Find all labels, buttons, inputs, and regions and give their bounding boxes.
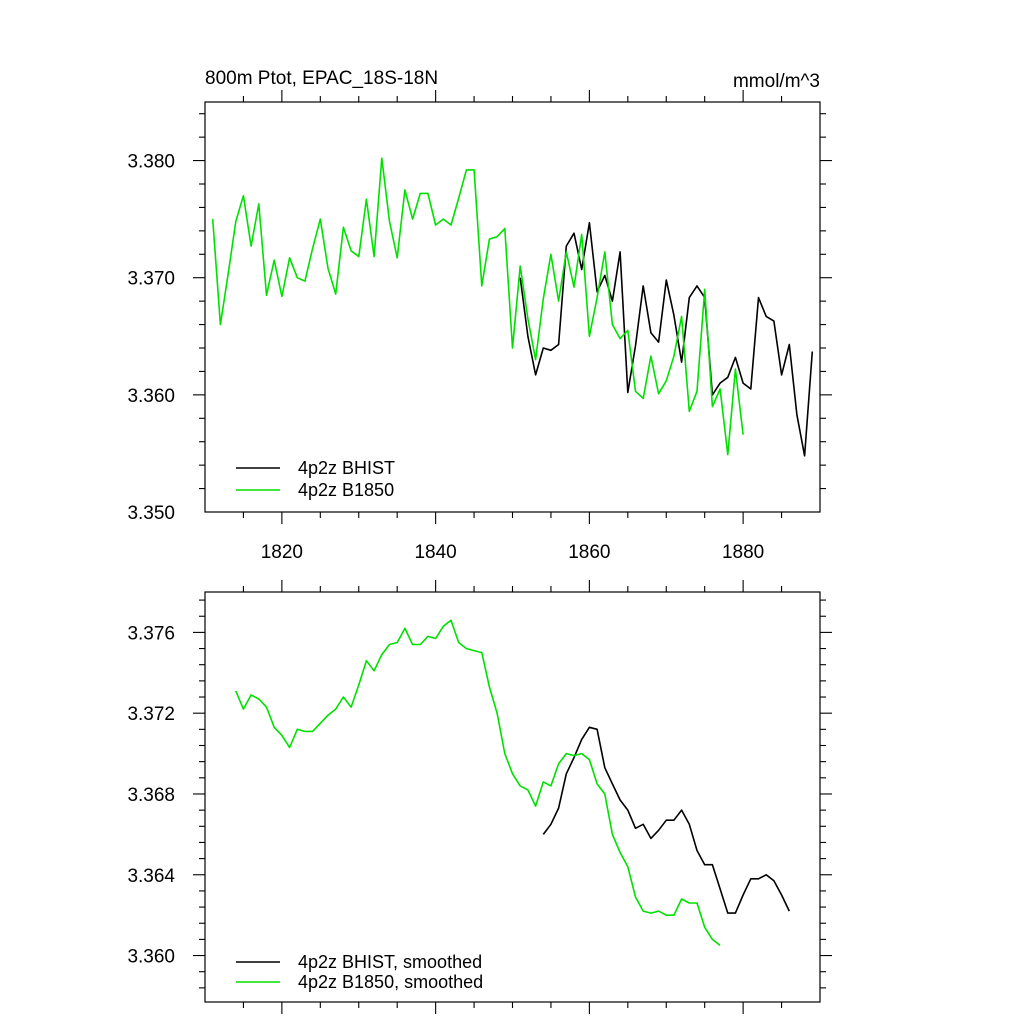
legend-label: 4p2z BHIST, smoothed [298,952,482,972]
series-line-4p2z-b1850-smoothed [235,619,721,947]
y-tick-label: 3.360 [127,947,175,968]
x-tick-label: 1860 [568,542,610,563]
x-tick-label: 1880 [722,542,764,563]
y-tick-label: 3.380 [127,152,175,173]
y-tick-label: 3.376 [127,623,175,644]
legend-label: 4p2z B1850, smoothed [298,972,483,992]
x-tick-label: 1840 [414,542,456,563]
top-panel: 1820 1840 1860 1880 3.350 3.360 3.370 3.380 4p2z… [127,90,832,563]
y-tick-label: 3.364 [127,866,175,887]
series-line-4p2z-b1850 [211,157,744,456]
legend-label: 4p2z B1850 [298,480,394,500]
y-tick-label: 3.368 [127,785,175,806]
y-tick-label: 3.372 [127,704,175,725]
y-tick-label: 3.350 [127,503,175,524]
series-line-4p2z-bhist-smoothed [542,726,791,914]
y-tick-label: 3.360 [127,386,175,407]
legend-label: 4p2z BHIST [298,458,395,478]
bottom-panel: 3.360 3.364 3.368 3.372 3.376 4p2z BHIST, smo… [127,580,832,1014]
series-line-4p2z-bhist [519,221,814,457]
plot-frame [204,591,821,1003]
x-tick-label: 1820 [261,542,303,563]
chart-title: 800m Ptot, EPAC_18S-18N [205,68,438,89]
units-label: mmol/m^3 [733,71,820,92]
y-tick-label: 3.370 [127,269,175,290]
